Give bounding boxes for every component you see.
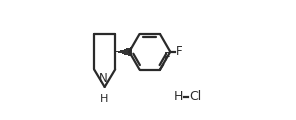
Text: F: F [163, 51, 170, 64]
Text: F: F [176, 45, 182, 58]
Text: Cl: Cl [189, 90, 202, 103]
Text: N: N [99, 72, 107, 85]
Text: H: H [174, 90, 183, 103]
Text: H: H [99, 94, 108, 104]
